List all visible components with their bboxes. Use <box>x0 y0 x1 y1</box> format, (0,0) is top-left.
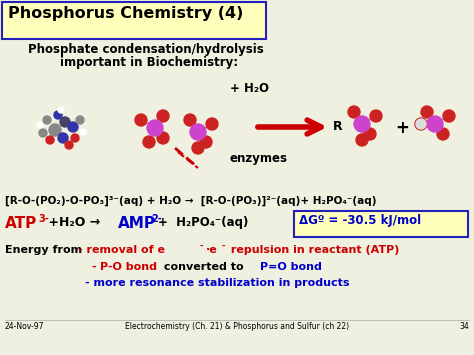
Circle shape <box>437 128 449 140</box>
Text: -: - <box>92 262 100 272</box>
Text: repulsion in reactant (ATP): repulsion in reactant (ATP) <box>227 245 400 255</box>
FancyBboxPatch shape <box>2 2 266 39</box>
Circle shape <box>76 116 84 124</box>
Circle shape <box>60 117 70 127</box>
Circle shape <box>206 118 218 130</box>
Circle shape <box>58 107 64 113</box>
Circle shape <box>157 110 169 122</box>
Text: [R-O-(PO₂)-O-PO₃]³⁻(aq) + H₂O →  [R-O-(PO₃)]²⁻(aq)+ H₂PO₄⁻(aq): [R-O-(PO₂)-O-PO₃]³⁻(aq) + H₂O → [R-O-(PO… <box>5 196 376 206</box>
Circle shape <box>421 106 433 118</box>
Circle shape <box>200 136 212 148</box>
Circle shape <box>416 119 426 129</box>
Text: converted to: converted to <box>160 262 247 272</box>
Circle shape <box>143 136 155 148</box>
Text: + H₂O: + H₂O <box>230 82 269 95</box>
Circle shape <box>427 116 443 132</box>
Circle shape <box>157 132 169 144</box>
Text: ·e: ·e <box>206 245 218 255</box>
Text: 34: 34 <box>459 322 469 331</box>
Text: +  H₂PO₄⁻(aq): + H₂PO₄⁻(aq) <box>158 216 248 229</box>
Circle shape <box>348 106 360 118</box>
FancyBboxPatch shape <box>294 211 468 237</box>
Circle shape <box>49 124 61 136</box>
Circle shape <box>192 142 204 154</box>
Circle shape <box>415 118 427 130</box>
Text: enzymes: enzymes <box>230 152 288 165</box>
Circle shape <box>43 116 51 124</box>
Text: P-O bond: P-O bond <box>100 262 157 272</box>
Text: -: - <box>200 242 204 251</box>
Circle shape <box>364 128 376 140</box>
Circle shape <box>147 120 163 136</box>
Circle shape <box>65 141 73 149</box>
Text: 3-: 3- <box>38 214 49 224</box>
Text: 2-: 2- <box>151 214 162 224</box>
Text: +: + <box>395 119 409 137</box>
Text: -: - <box>222 242 226 251</box>
Text: - removal of e: - removal of e <box>78 245 165 255</box>
Circle shape <box>190 124 206 140</box>
Circle shape <box>443 110 455 122</box>
Circle shape <box>37 122 43 128</box>
Circle shape <box>80 129 86 135</box>
Circle shape <box>370 110 382 122</box>
Text: ΔGº = -30.5 kJ/mol: ΔGº = -30.5 kJ/mol <box>299 214 421 227</box>
Text: - more resonance stabilization in products: - more resonance stabilization in produc… <box>85 278 349 288</box>
Circle shape <box>135 114 147 126</box>
Text: Phosphorus Chemistry (4): Phosphorus Chemistry (4) <box>8 6 243 21</box>
Circle shape <box>46 136 54 144</box>
Circle shape <box>58 133 68 143</box>
Circle shape <box>71 134 79 142</box>
Text: Energy from: Energy from <box>5 245 82 255</box>
Text: Phosphate condensation/hydrolysis: Phosphate condensation/hydrolysis <box>28 43 264 56</box>
Text: ATP: ATP <box>5 216 37 231</box>
Text: AMP: AMP <box>118 216 156 231</box>
Circle shape <box>356 134 368 146</box>
Text: P=O bond: P=O bond <box>260 262 322 272</box>
Text: 24-Nov-97: 24-Nov-97 <box>5 322 45 331</box>
Circle shape <box>39 129 47 137</box>
Text: +H₂O →: +H₂O → <box>44 216 100 229</box>
Text: Electrochemistry (Ch. 21) & Phosphorus and Sulfur (ch 22): Electrochemistry (Ch. 21) & Phosphorus a… <box>125 322 349 331</box>
Circle shape <box>68 122 78 132</box>
Circle shape <box>354 116 370 132</box>
Circle shape <box>184 114 196 126</box>
Circle shape <box>54 111 62 119</box>
Text: R: R <box>333 120 343 133</box>
Text: important in Biochemistry:: important in Biochemistry: <box>60 56 238 69</box>
